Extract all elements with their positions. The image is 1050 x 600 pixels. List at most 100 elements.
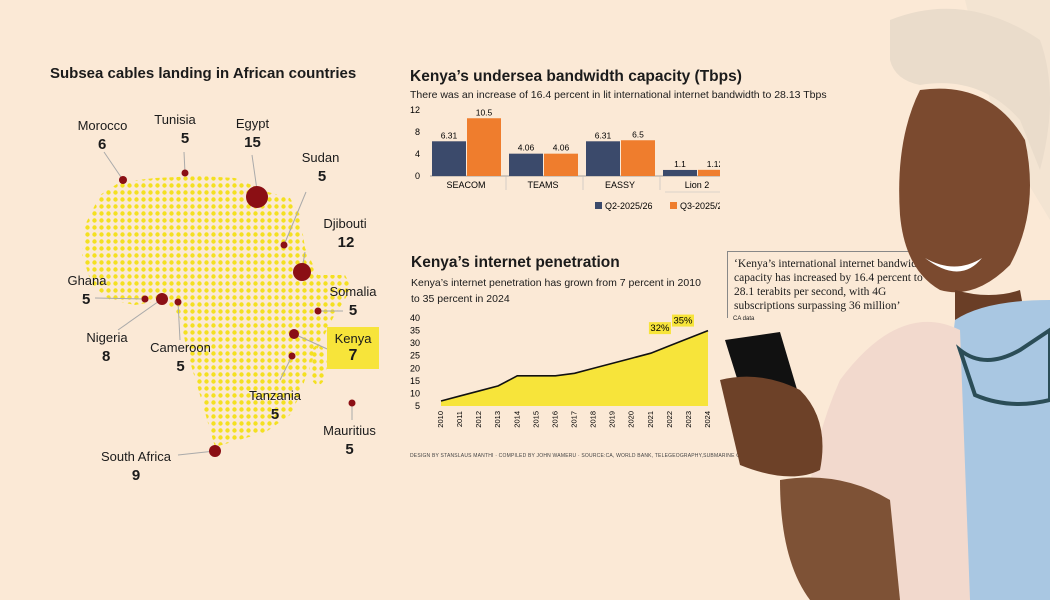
penetration-subtitle-line1: Kenya’s internet penetration has grown f…: [411, 277, 701, 289]
bw-bar-lion-2-s0: [663, 169, 697, 176]
pen-callout-1: 35%: [673, 316, 693, 327]
woman-with-phone-photo: [720, 0, 1050, 600]
label-tunisia: Tunisia 5: [154, 112, 196, 147]
bw-legend-swatch-0: [595, 202, 602, 209]
marker-cameroon[interactable]: [174, 298, 182, 306]
label-sudan: Sudan 5: [301, 150, 340, 185]
pen-ytick-6: 35: [410, 326, 420, 336]
pen-line: [440, 329, 709, 402]
bw-ytick-2: 8: [415, 127, 420, 137]
marker-tanzania[interactable]: [288, 352, 296, 360]
marker-somalia[interactable]: [314, 307, 322, 315]
marker-ghana[interactable]: [141, 295, 149, 303]
pen-ytick-2: 15: [410, 376, 420, 386]
hand: [720, 376, 823, 477]
bw-bar-seacom-s0: [432, 141, 466, 176]
bw-bar-teams-s0: [509, 153, 543, 176]
marker-tunisia[interactable]: [181, 169, 189, 177]
bw-legend-label-0: Q2-2025/26: [605, 201, 653, 211]
pen-xtick-2013: 2013: [493, 411, 502, 428]
pen-ytick-7: 40: [410, 313, 420, 323]
pen-xtick-2019: 2019: [608, 411, 617, 428]
arm: [780, 477, 900, 600]
label-nigeria: Nigeria 8: [86, 330, 128, 365]
pen-xtick-2017: 2017: [569, 411, 578, 428]
bw-ytick-3: 12: [410, 105, 420, 115]
bw-category-label: Lion 2: [685, 180, 710, 190]
label-egypt: Egypt 15: [235, 116, 270, 151]
pen-callout-0: 32%: [650, 323, 670, 334]
bw-value-label: 6.31: [441, 130, 458, 140]
marker-nigeria[interactable]: [156, 293, 168, 305]
penetration-chart-subtitle: Kenya’s internet penetration has grown f…: [411, 275, 711, 307]
quote-source: CA data: [733, 316, 755, 322]
bw-category-label: EASSY: [605, 180, 635, 190]
pen-ytick-4: 25: [410, 351, 420, 361]
pen-xtick-2022: 2022: [665, 411, 674, 428]
bw-value-label: 6.31: [595, 130, 612, 140]
pen-ytick-3: 20: [410, 363, 420, 373]
pen-xtick-2014: 2014: [512, 411, 521, 428]
bandwidth-bar-chart: 0 4 8 12 6.31 10.5 SEACOM 4.06 4.06 TEAMS 6.31 6.5 E…: [410, 105, 720, 211]
pen-xtick-2018: 2018: [589, 411, 598, 428]
bw-category-label: SEACOM: [446, 180, 485, 190]
marker-mauritius[interactable]: [348, 399, 356, 407]
pen-xtick-2016: 2016: [550, 411, 559, 428]
bw-value-label: 10.5: [476, 107, 493, 117]
pen-xtick-2020: 2020: [627, 411, 636, 428]
bw-ytick-1: 4: [415, 149, 420, 159]
necklace: [955, 327, 1050, 406]
marker-egypt[interactable]: [246, 186, 268, 208]
bw-legend-swatch-1: [670, 202, 677, 209]
bw-bar-teams-s1: [544, 153, 578, 176]
label-tanzania: Tanzania 5: [248, 388, 302, 423]
africa-map: [82, 151, 379, 457]
pen-xtick-2021: 2021: [646, 411, 655, 428]
label-cameroon: Cameroon 5: [150, 340, 211, 375]
quote-box: ‘Kenya’s international internet bandwidt…: [727, 251, 945, 318]
bw-value-label: 4.06: [553, 143, 570, 153]
label-south-africa: South Africa 9: [100, 449, 172, 484]
bandwidth-chart-subtitle: There was an increase of 16.4 percent in…: [410, 89, 827, 101]
pen-xtick-2023: 2023: [684, 411, 693, 428]
bw-legend-label-1: Q3-2025/26: [680, 201, 720, 211]
madagascar: [309, 345, 327, 385]
kenya-highlight: [327, 327, 379, 369]
bw-category-label: TEAMS: [527, 180, 558, 190]
pen-callout-bg-0: [648, 322, 671, 335]
penetration-area-chart: 5 10 15 20 25 30 35 40 2010 2011 2012 2013 2014 2015 2…: [410, 313, 712, 428]
bw-bar-eassy-s0: [586, 141, 620, 176]
marker-kenya[interactable]: [289, 329, 299, 339]
label-morocco: Morocco 6: [77, 118, 128, 153]
penetration-chart-title: Kenya’s internet penetration: [411, 254, 620, 271]
marker-morocco[interactable]: [119, 176, 127, 184]
bw-bar-eassy-s1: [621, 140, 655, 176]
bw-value-label: 1.12: [707, 159, 720, 169]
pen-xtick-2015: 2015: [531, 411, 540, 428]
label-mauritius: Mauritius 5: [323, 423, 376, 458]
pen-xtick-2024: 2024: [703, 411, 712, 428]
label-ghana: Ghana 5: [67, 273, 107, 308]
label-djibouti: Djibouti 12: [323, 216, 367, 251]
credits: DESIGN BY STANSLAUS MANTHI · COMPILED BY…: [410, 453, 783, 459]
smile: [925, 258, 982, 272]
marker-south-africa[interactable]: [209, 445, 221, 457]
pen-xtick-2012: 2012: [474, 411, 483, 428]
pen-ytick-1: 10: [410, 388, 420, 398]
bw-value-label: 1.1: [674, 159, 686, 169]
bandwidth-chart-title: Kenya’s undersea bandwidth capacity (Tbp…: [410, 68, 742, 85]
bw-value-label: 6.5: [632, 129, 644, 139]
label-kenya: Kenya 7: [334, 331, 372, 364]
label-somalia: Somalia 5: [329, 284, 377, 319]
marker-djibouti[interactable]: [293, 263, 311, 281]
pen-area: [441, 330, 708, 406]
pen-xtick-2011: 2011: [455, 411, 464, 427]
pen-xtick-2010: 2010: [436, 411, 445, 428]
penetration-subtitle-line2: to 35 percent in 2024: [411, 293, 510, 305]
pen-ytick-0: 5: [415, 401, 420, 411]
headwrap: [890, 8, 1050, 170]
bw-bar-lion-2-s1: [698, 169, 720, 176]
pen-ytick-5: 30: [410, 338, 420, 348]
marker-sudan[interactable]: [280, 241, 288, 249]
bw-bar-seacom-s1: [467, 118, 501, 176]
